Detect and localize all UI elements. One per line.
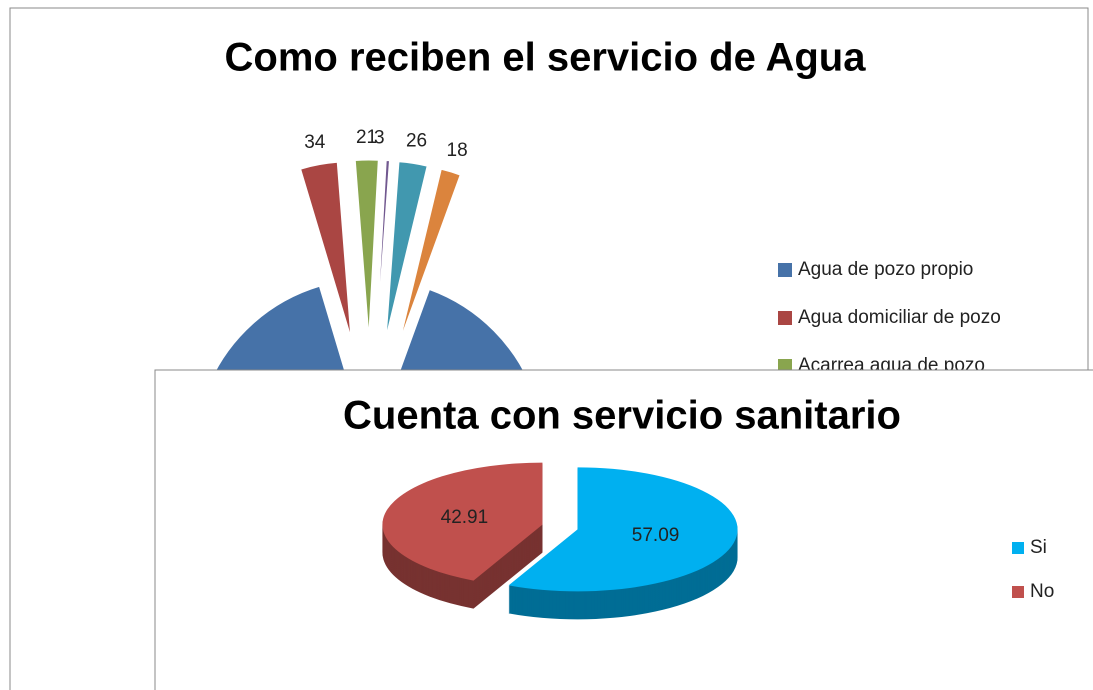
pie-slice bbox=[385, 161, 428, 337]
data-label: 18 bbox=[447, 140, 468, 161]
chart-title: Cuenta con servicio sanitario bbox=[343, 394, 901, 438]
pie-slice bbox=[354, 159, 379, 336]
legend-swatch bbox=[778, 311, 792, 325]
legend-label: Agua de pozo propio bbox=[798, 259, 973, 280]
legend-swatch bbox=[1012, 542, 1024, 554]
legend-label: No bbox=[1030, 581, 1054, 602]
legend-label: Si bbox=[1030, 537, 1047, 558]
pie-slice bbox=[399, 168, 461, 340]
data-label: 34 bbox=[304, 132, 326, 153]
legend-label: Agua domiciliar de pozo bbox=[798, 307, 1001, 328]
pie-slice bbox=[508, 467, 738, 592]
chart-title: Como reciben el servicio de Agua bbox=[225, 36, 867, 80]
chart-front: Cuenta con servicio sanitario 57.09 42.91… bbox=[154, 369, 1093, 690]
data-label: 57.09 bbox=[632, 525, 680, 546]
legend-swatch bbox=[1012, 586, 1024, 598]
data-label: 26 bbox=[406, 131, 427, 152]
legend-swatch bbox=[778, 263, 792, 277]
pie-slice bbox=[300, 161, 352, 337]
data-label: 21 bbox=[356, 127, 377, 148]
pie-slice bbox=[376, 159, 391, 336]
data-label: 3 bbox=[374, 128, 385, 149]
pie-slice bbox=[382, 462, 543, 581]
data-label: 42.91 bbox=[441, 507, 489, 528]
